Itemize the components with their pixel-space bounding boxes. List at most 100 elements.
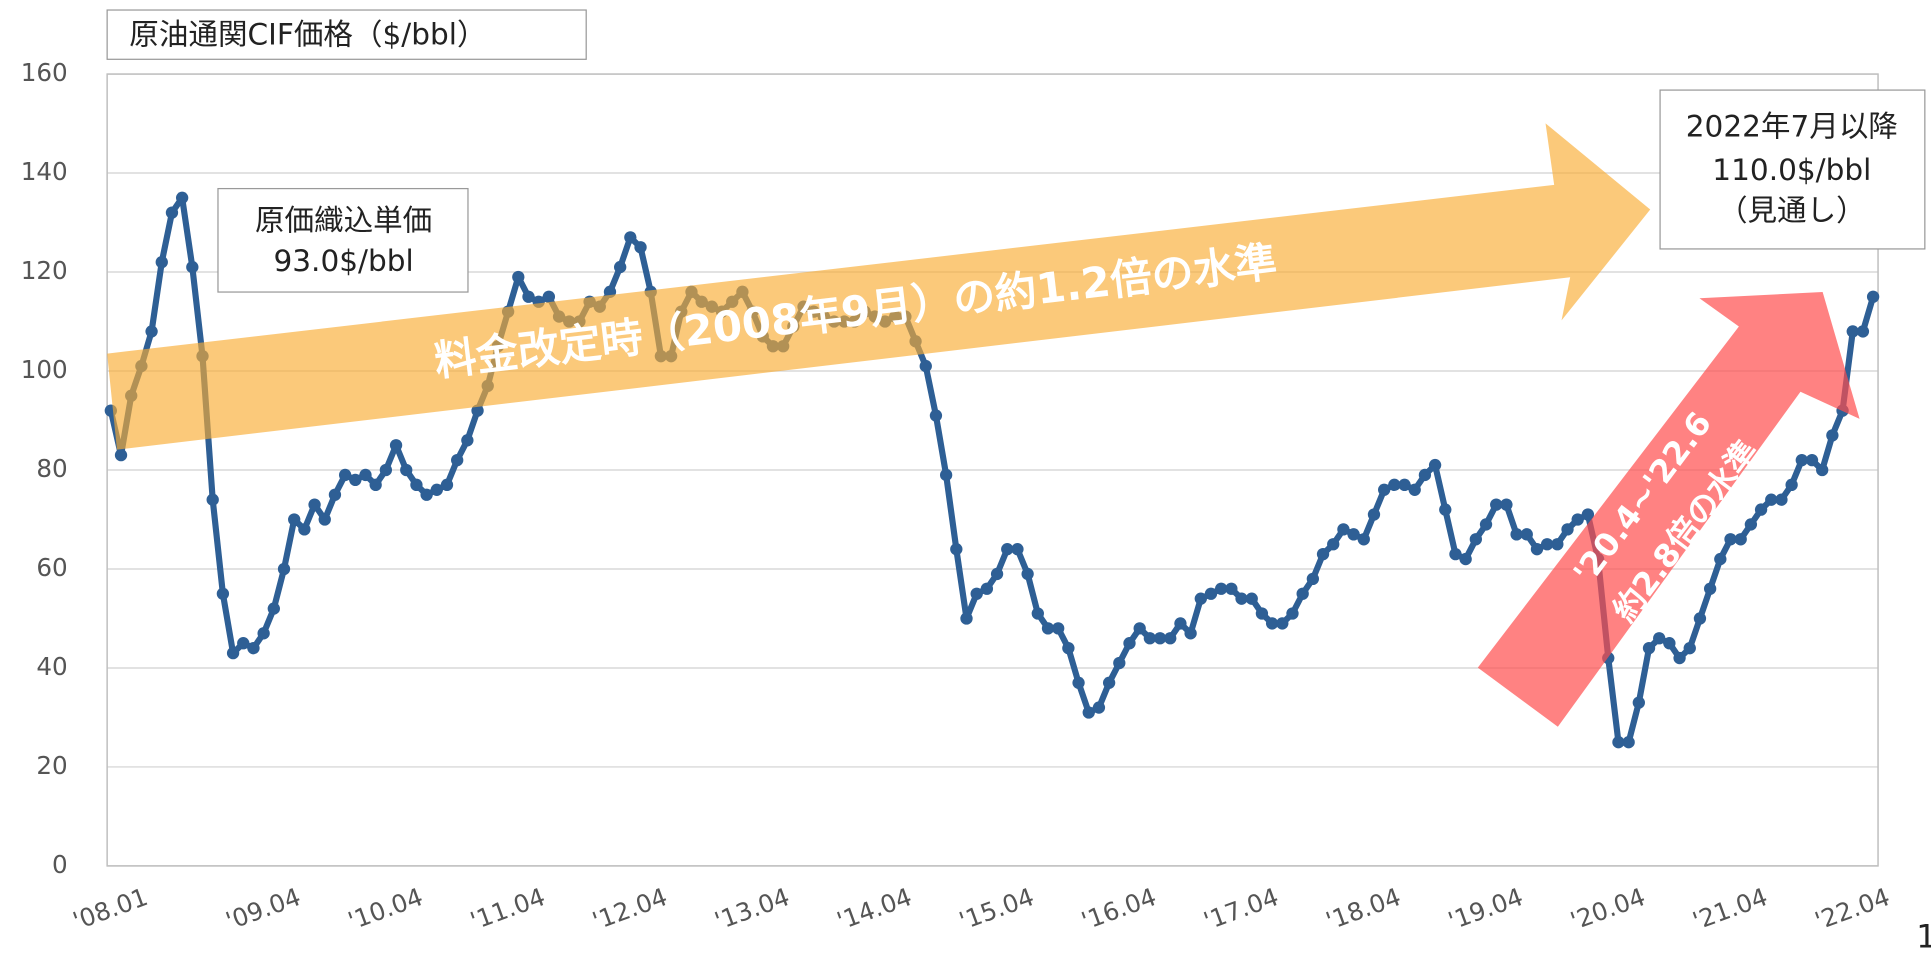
data-point <box>328 488 342 501</box>
data-point <box>1693 612 1707 625</box>
x-tick-label: '17.04 <box>1200 882 1283 936</box>
data-point <box>1642 642 1656 655</box>
data-point <box>175 191 189 204</box>
data-point <box>1235 592 1248 605</box>
data-point <box>929 409 943 422</box>
data-point <box>1826 429 1839 442</box>
data-point <box>1765 493 1778 506</box>
data-point <box>216 587 230 600</box>
data-point <box>1540 538 1554 551</box>
arrow-orange <box>107 123 1651 450</box>
data-point <box>1673 651 1686 665</box>
annotation-box <box>217 187 469 293</box>
data-point <box>1469 533 1482 546</box>
data-point <box>247 642 260 655</box>
data-point <box>1632 696 1645 709</box>
x-tick-label: '21.04 <box>1689 882 1772 936</box>
data-point <box>114 448 128 462</box>
data-point <box>267 602 280 615</box>
data-point <box>1367 508 1381 521</box>
y-tick-label: 140 <box>21 157 68 186</box>
data-point <box>1449 547 1462 561</box>
y-tick-label: 40 <box>36 652 67 681</box>
data-point <box>1622 736 1635 749</box>
data-point <box>1245 592 1258 605</box>
data-point <box>1785 478 1798 492</box>
data-point <box>440 478 454 492</box>
data-point <box>298 523 311 536</box>
y-tick-label: 160 <box>21 58 68 87</box>
data-point <box>1724 533 1737 546</box>
data-point <box>1418 468 1432 482</box>
data-point <box>1092 701 1106 714</box>
data-point <box>1072 676 1085 689</box>
data-point <box>939 468 953 482</box>
data-point <box>1561 523 1574 536</box>
data-point <box>1459 552 1472 566</box>
data-point <box>1337 523 1350 536</box>
y-tick-label: 0 <box>52 850 68 879</box>
data-point <box>1062 642 1075 655</box>
data-point <box>1795 453 1808 467</box>
data-point <box>522 290 535 303</box>
data-point <box>338 468 352 482</box>
data-point <box>1357 533 1370 546</box>
x-tick-label: '16.04 <box>1078 882 1161 936</box>
data-point <box>1041 622 1055 635</box>
data-point <box>1408 483 1421 496</box>
x-tick-label: '15.04 <box>955 882 1038 936</box>
data-point <box>1428 458 1442 472</box>
data-point <box>1164 632 1177 645</box>
data-point <box>1734 533 1747 546</box>
data-point <box>542 290 556 303</box>
data-point <box>349 473 362 487</box>
y-tick-label: 80 <box>36 454 67 483</box>
data-point <box>1490 498 1503 511</box>
data-point <box>1378 483 1391 496</box>
data-point <box>1031 607 1044 620</box>
annotation-text: 93.0$/bbl <box>273 244 413 278</box>
data-point <box>1215 582 1228 595</box>
data-point <box>1744 518 1758 531</box>
data-point <box>1184 627 1197 640</box>
data-point <box>1255 607 1269 620</box>
data-point <box>420 488 433 501</box>
data-point <box>1082 706 1095 719</box>
data-point <box>1194 592 1207 605</box>
data-point <box>1520 528 1533 541</box>
data-point <box>512 270 525 284</box>
data-point <box>1581 508 1595 521</box>
data-point <box>1204 587 1218 600</box>
title-box <box>106 9 587 60</box>
data-point <box>1296 587 1309 600</box>
data-point <box>990 567 1004 581</box>
data-point <box>1001 543 1014 556</box>
y-tick-label: 60 <box>36 553 67 582</box>
data-point <box>1612 736 1625 749</box>
data-point <box>288 513 301 526</box>
data-point <box>257 627 270 640</box>
data-point <box>1439 503 1452 516</box>
data-point <box>1551 538 1564 551</box>
data-point <box>430 483 443 496</box>
data-point <box>970 587 983 600</box>
data-point <box>1816 463 1829 477</box>
x-tick-label: '18.04 <box>1322 882 1405 936</box>
x-tick-label: '19.04 <box>1444 882 1527 936</box>
data-point <box>155 255 168 269</box>
data-point <box>1754 503 1768 516</box>
x-tick-label: '10.04 <box>344 882 427 936</box>
annotation-text: （見通し） <box>1718 193 1866 227</box>
plot-border <box>106 73 1879 867</box>
data-point <box>1388 478 1401 492</box>
data-point <box>1011 543 1024 556</box>
y-tick-label: 120 <box>21 256 68 285</box>
data-point <box>471 404 484 417</box>
data-point <box>1479 518 1493 531</box>
annotation-text: 110.0$/bbl <box>1712 153 1871 187</box>
data-point <box>369 478 382 492</box>
data-point <box>410 478 423 492</box>
data-point <box>1846 325 1859 338</box>
